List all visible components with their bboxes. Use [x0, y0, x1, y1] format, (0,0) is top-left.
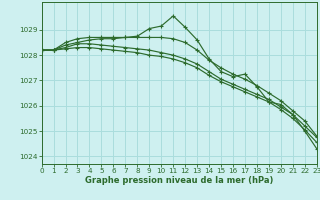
X-axis label: Graphe pression niveau de la mer (hPa): Graphe pression niveau de la mer (hPa) [85, 176, 273, 185]
